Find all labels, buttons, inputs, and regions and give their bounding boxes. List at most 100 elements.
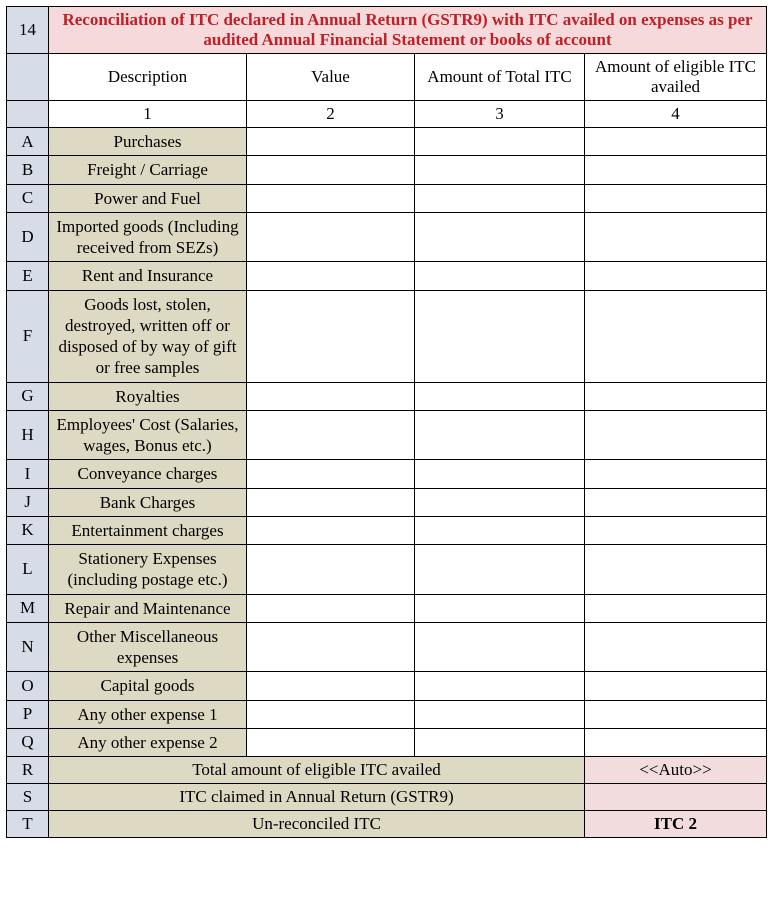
row-index: O [7, 672, 49, 700]
row-total-itc [415, 728, 585, 756]
row-total-itc [415, 488, 585, 516]
row-value [247, 262, 415, 290]
row-description: Imported goods (Including received from … [49, 212, 247, 262]
row-index: G [7, 382, 49, 410]
row-eligible-itc [585, 128, 767, 156]
row-t-value: ITC 2 [585, 811, 767, 838]
row-description: Conveyance charges [49, 460, 247, 488]
row-index: K [7, 516, 49, 544]
row-index: C [7, 184, 49, 212]
row-total-itc [415, 184, 585, 212]
row-total-itc [415, 382, 585, 410]
row-total-itc [415, 212, 585, 262]
row-t: T Un-reconciled ITC ITC 2 [7, 811, 767, 838]
table-row: FGoods lost, stolen, destroyed, written … [7, 290, 767, 382]
row-r: R Total amount of eligible ITC availed <… [7, 757, 767, 784]
row-value [247, 700, 415, 728]
title-row: 14 Reconciliation of ITC declared in Ann… [7, 7, 767, 54]
row-index: A [7, 128, 49, 156]
row-eligible-itc [585, 700, 767, 728]
row-value [247, 128, 415, 156]
row-description: Stationery Expenses (including postage e… [49, 545, 247, 595]
row-description: Any other expense 2 [49, 728, 247, 756]
table-row: PAny other expense 1 [7, 700, 767, 728]
row-value [247, 516, 415, 544]
row-index: P [7, 700, 49, 728]
table-row: APurchases [7, 128, 767, 156]
row-total-itc [415, 516, 585, 544]
row-eligible-itc [585, 212, 767, 262]
header-blank [7, 54, 49, 101]
row-description: Rent and Insurance [49, 262, 247, 290]
header-description: Description [49, 54, 247, 101]
row-description: Other Miscellaneous expenses [49, 622, 247, 672]
row-description: Repair and Maintenance [49, 594, 247, 622]
row-description: Employees' Cost (Salaries, wages, Bonus … [49, 410, 247, 460]
row-index: L [7, 545, 49, 595]
row-eligible-itc [585, 488, 767, 516]
row-index: Q [7, 728, 49, 756]
table-row: LStationery Expenses (including postage … [7, 545, 767, 595]
section-number: 14 [7, 7, 49, 54]
table-row: HEmployees' Cost (Salaries, wages, Bonus… [7, 410, 767, 460]
row-value [247, 545, 415, 595]
table-row: DImported goods (Including received from… [7, 212, 767, 262]
table-row: OCapital goods [7, 672, 767, 700]
row-eligible-itc [585, 460, 767, 488]
column-number-row: 1 2 3 4 [7, 101, 767, 128]
row-description: Any other expense 1 [49, 700, 247, 728]
row-eligible-itc [585, 290, 767, 382]
row-index: D [7, 212, 49, 262]
row-eligible-itc [585, 594, 767, 622]
table-row: MRepair and Maintenance [7, 594, 767, 622]
colnum-blank [7, 101, 49, 128]
table-row: ERent and Insurance [7, 262, 767, 290]
row-index: N [7, 622, 49, 672]
row-s-idx: S [7, 784, 49, 811]
row-total-itc [415, 262, 585, 290]
row-value [247, 594, 415, 622]
table-row: IConveyance charges [7, 460, 767, 488]
row-index: M [7, 594, 49, 622]
table-row: BFreight / Carriage [7, 156, 767, 184]
colnum-4: 4 [585, 101, 767, 128]
table-row: KEntertainment charges [7, 516, 767, 544]
row-description: Purchases [49, 128, 247, 156]
row-description: Entertainment charges [49, 516, 247, 544]
row-description: Goods lost, stolen, destroyed, written o… [49, 290, 247, 382]
row-t-label: Un-reconciled ITC [49, 811, 585, 838]
row-value [247, 622, 415, 672]
row-total-itc [415, 410, 585, 460]
row-total-itc [415, 594, 585, 622]
section-title: Reconciliation of ITC declared in Annual… [49, 7, 767, 54]
row-index: B [7, 156, 49, 184]
colnum-3: 3 [415, 101, 585, 128]
table-row: CPower and Fuel [7, 184, 767, 212]
row-s: S ITC claimed in Annual Return (GSTR9) [7, 784, 767, 811]
row-total-itc [415, 290, 585, 382]
row-eligible-itc [585, 410, 767, 460]
row-description: Royalties [49, 382, 247, 410]
row-value [247, 410, 415, 460]
header-eligible-itc: Amount of eligible ITC availed [585, 54, 767, 101]
row-value [247, 290, 415, 382]
row-eligible-itc [585, 672, 767, 700]
row-eligible-itc [585, 516, 767, 544]
itc-reconciliation-table: 14 Reconciliation of ITC declared in Ann… [6, 6, 767, 838]
row-index: H [7, 410, 49, 460]
colnum-2: 2 [247, 101, 415, 128]
table-row: NOther Miscellaneous expenses [7, 622, 767, 672]
row-s-value [585, 784, 767, 811]
row-eligible-itc [585, 545, 767, 595]
row-eligible-itc [585, 156, 767, 184]
row-r-idx: R [7, 757, 49, 784]
row-description: Capital goods [49, 672, 247, 700]
row-eligible-itc [585, 382, 767, 410]
table-row: GRoyalties [7, 382, 767, 410]
row-eligible-itc [585, 622, 767, 672]
row-eligible-itc [585, 728, 767, 756]
row-r-value: <<Auto>> [585, 757, 767, 784]
table-row: QAny other expense 2 [7, 728, 767, 756]
row-total-itc [415, 672, 585, 700]
row-index: J [7, 488, 49, 516]
